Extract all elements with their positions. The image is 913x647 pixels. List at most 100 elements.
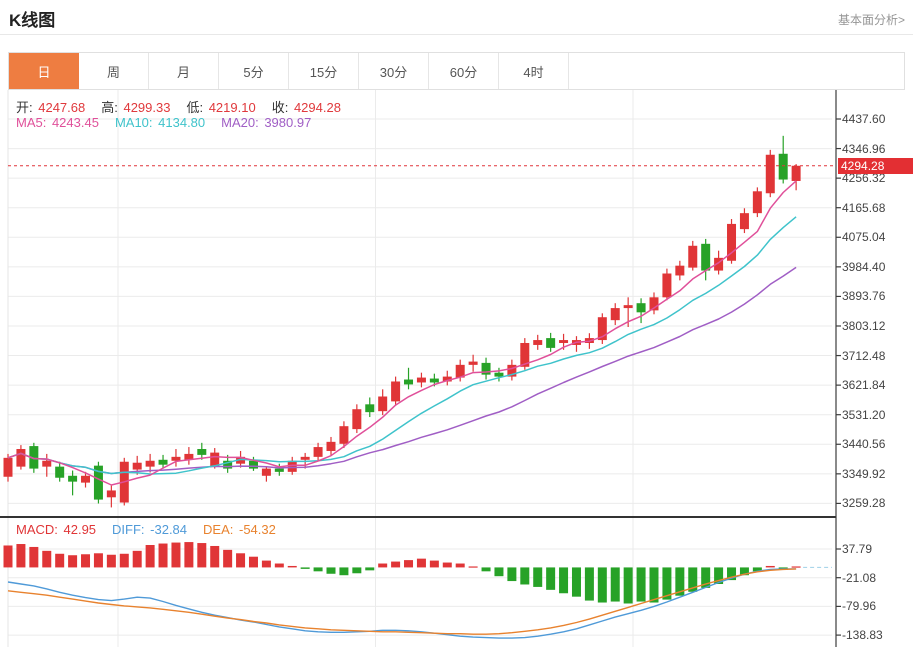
ohlc-readout: 开: 4247.68 高: 4299.33 低: 4219.10 收: 4294.28 [16, 97, 343, 116]
ma20-line [7, 266, 797, 475]
macd-bar [184, 542, 194, 568]
candle-body [42, 460, 52, 467]
candle-body [29, 446, 39, 469]
macd-bar [714, 567, 724, 584]
macd-bar [197, 543, 207, 568]
macd-row-value: 42.95 [59, 522, 97, 537]
price-axis-label: 3531.20 [842, 407, 886, 422]
candle-body [197, 449, 207, 455]
macd-bar [326, 567, 336, 574]
macd-row-label: MACD: [16, 522, 58, 537]
candle-body [610, 308, 620, 321]
ma5-line [7, 180, 797, 486]
candle-body [68, 475, 78, 482]
price-axis-label: 3712.48 [842, 348, 886, 363]
macd-lines-layer [7, 566, 832, 639]
diff-line [7, 568, 797, 639]
kline-chart-canvas[interactable] [0, 90, 913, 647]
candle-body [468, 361, 478, 365]
ma-readout: MA5: 4243.45 MA10: 4134.80 MA20: 3980.97 [16, 115, 313, 130]
ohlc-row-label: 开: [16, 100, 33, 115]
candle-body [261, 468, 271, 476]
price-axis-label: 4165.68 [842, 200, 886, 215]
macd-bar [752, 567, 762, 572]
candle-body [481, 362, 491, 375]
candle-body [391, 381, 401, 402]
candle-body [701, 243, 711, 271]
candle-body [313, 447, 323, 457]
candle-body [93, 465, 103, 500]
ma-row-value: 4134.80 [154, 115, 206, 130]
candle-body [236, 456, 246, 464]
candle-body [365, 404, 375, 413]
tab-周[interactable]: 周 [79, 53, 149, 89]
macd-bar [442, 562, 452, 568]
macd-bar [145, 544, 155, 568]
macd-bar [404, 560, 414, 568]
chart-area: 开: 4247.68 高: 4299.33 低: 4219.10 收: 4294.28… [0, 90, 913, 647]
macd-bar [546, 567, 556, 590]
macd-bar [378, 563, 388, 568]
price-axis-label: 4437.60 [842, 112, 886, 126]
macd-bar [429, 560, 439, 568]
macd-bar [81, 554, 91, 568]
tab-30分[interactable]: 30分 [359, 53, 429, 89]
macd-bar [688, 567, 698, 592]
candle-body [352, 409, 362, 430]
macd-axis-label: -79.96 [842, 599, 877, 614]
dea-line [7, 568, 797, 635]
macd-bar [236, 553, 246, 568]
macd-bar [636, 567, 646, 602]
candle-body [55, 466, 65, 478]
macd-row-value: -32.84 [146, 522, 188, 537]
candle-body [636, 303, 646, 313]
ma-row-label: MA10: [114, 115, 153, 130]
macd-bar [365, 567, 375, 571]
macd-bar [119, 553, 129, 568]
macd-bar [106, 554, 116, 568]
candle-body [3, 457, 13, 477]
candle-body [662, 273, 672, 298]
ohlc-row-label: 收: [271, 100, 289, 115]
tab-4时[interactable]: 4时 [499, 53, 569, 89]
macd-bar [571, 567, 581, 597]
ma-lines-layer [7, 180, 797, 486]
price-axis-label: 3621.84 [842, 378, 886, 393]
tab-15分[interactable]: 15分 [289, 53, 359, 89]
price-axis-label: 3893.76 [842, 289, 886, 304]
macd-bar [3, 545, 13, 568]
tab-日[interactable]: 日 [9, 53, 79, 89]
macd-bar [171, 542, 181, 568]
macd-bar [649, 567, 659, 603]
candle-body [494, 372, 504, 377]
macd-bar [132, 550, 142, 568]
ma-row-value: 4243.45 [48, 115, 99, 130]
macd-bar [520, 567, 530, 585]
candle-body [442, 376, 452, 382]
current-price-tag: 4294.28 [838, 157, 913, 174]
macd-bar [727, 567, 737, 581]
price-axis-label: 4256.32 [842, 171, 886, 186]
candle-body [597, 317, 607, 341]
candle-body [533, 340, 543, 345]
ohlc-row-value: 4294.28 [290, 100, 341, 115]
panel-separator [0, 516, 836, 518]
macd-bar [55, 553, 65, 568]
candle-body [248, 460, 258, 469]
macd-bar [455, 563, 465, 568]
candle-body [649, 297, 659, 311]
macd-bar [29, 546, 39, 568]
ohlc-row-value: 4219.10 [205, 100, 256, 115]
page-title: K线图 [9, 11, 56, 30]
ma-row-value: 3980.97 [260, 115, 312, 130]
macd-histogram-layer [3, 542, 801, 604]
candle-body [145, 460, 155, 467]
tab-月[interactable]: 月 [149, 53, 219, 89]
macd-bar [210, 545, 220, 568]
candle-body [765, 154, 775, 194]
tab-5分[interactable]: 5分 [219, 53, 289, 89]
fundamental-analysis-link[interactable]: 基本面分析> [837, 13, 905, 27]
ohlc-row-value: 4247.68 [34, 100, 86, 115]
candle-body [184, 453, 194, 460]
tab-60分[interactable]: 60分 [429, 53, 499, 89]
